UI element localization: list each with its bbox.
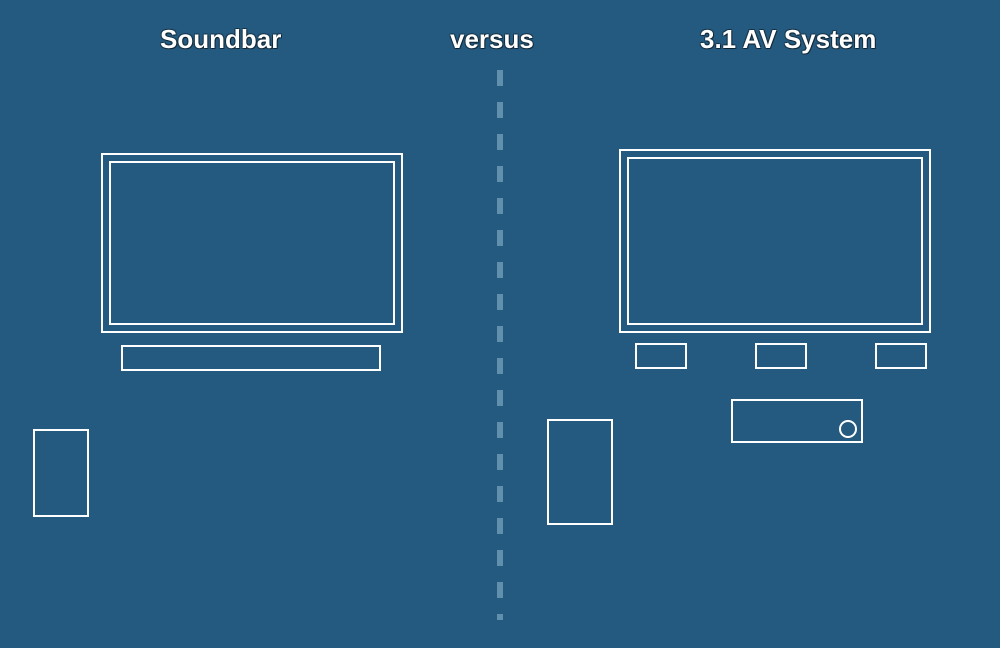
left-soundbar bbox=[122, 346, 380, 370]
title-center: versus bbox=[450, 24, 534, 55]
right-speaker-3 bbox=[876, 344, 926, 368]
title-right: 3.1 AV System bbox=[700, 24, 876, 55]
right-speaker-1 bbox=[636, 344, 686, 368]
right-receiver-knob bbox=[840, 421, 856, 437]
diagram-canvas bbox=[0, 0, 1000, 648]
right-tv-outer bbox=[620, 150, 930, 332]
right-subwoofer bbox=[548, 420, 612, 524]
title-left: Soundbar bbox=[160, 24, 281, 55]
left-tv-outer bbox=[102, 154, 402, 332]
left-tv-inner bbox=[110, 162, 394, 324]
right-tv-inner bbox=[628, 158, 922, 324]
left-subwoofer bbox=[34, 430, 88, 516]
right-speaker-2 bbox=[756, 344, 806, 368]
